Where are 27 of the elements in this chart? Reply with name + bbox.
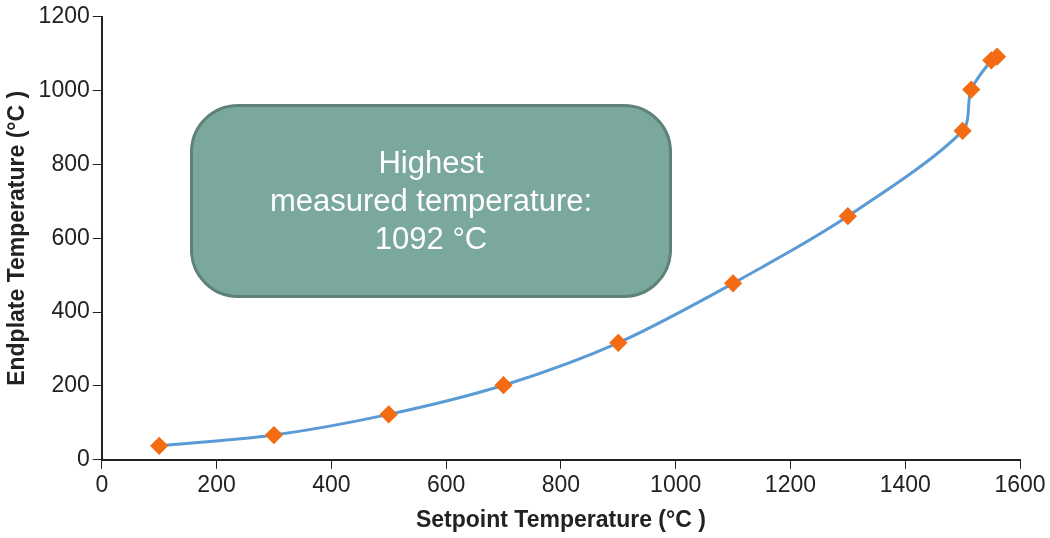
x-tick-label: 800 <box>541 470 581 497</box>
y-tick-label: 1000 <box>38 75 90 102</box>
point <box>265 426 283 444</box>
point <box>609 334 627 352</box>
x-axis-title: Setpoint Temperature (°C ) <box>415 505 706 532</box>
y-tick-label: 800 <box>51 149 90 176</box>
point <box>150 437 168 455</box>
y-axis-title: Endplate Temperature (°C ) <box>3 90 30 386</box>
point <box>494 376 512 394</box>
point <box>839 207 857 225</box>
point <box>962 81 980 99</box>
x-tick-label: 1400 <box>879 470 931 497</box>
y-tick-label: 400 <box>51 297 90 324</box>
x-tick-label: 200 <box>197 470 236 497</box>
point <box>954 122 972 140</box>
x-tick-label: 400 <box>312 470 351 497</box>
point <box>724 274 742 292</box>
y-tick-label: 0 <box>76 445 90 472</box>
x-tick-label: 1000 <box>650 470 702 497</box>
x-tick-label: 1600 <box>994 470 1046 497</box>
x-tick-label: 0 <box>95 470 109 497</box>
point <box>380 405 398 423</box>
y-tick-label: 1200 <box>38 2 90 29</box>
y-tick-label: 600 <box>51 223 90 250</box>
x-tick-label: 1200 <box>764 470 817 497</box>
y-tick-label: 200 <box>51 371 90 398</box>
x-tick-label: 600 <box>426 470 466 497</box>
